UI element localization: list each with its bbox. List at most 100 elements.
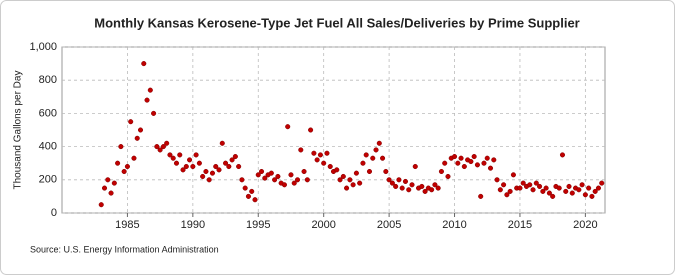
point <box>249 188 255 194</box>
point <box>540 188 546 194</box>
point <box>380 155 386 161</box>
point <box>491 157 497 163</box>
point <box>154 144 160 150</box>
point <box>98 202 104 208</box>
point <box>360 160 366 166</box>
point <box>327 163 333 170</box>
point <box>187 157 193 163</box>
point <box>281 182 287 188</box>
point <box>118 144 124 150</box>
point <box>121 168 127 175</box>
plot-area <box>61 46 606 214</box>
point <box>451 154 458 160</box>
point <box>177 152 183 158</box>
point <box>507 188 513 194</box>
point <box>537 183 543 189</box>
point <box>504 192 510 198</box>
y-axis-label: Thousand Gallons per Day <box>13 71 24 190</box>
point <box>363 152 369 158</box>
point <box>147 87 153 93</box>
point <box>474 162 480 168</box>
point <box>245 193 252 199</box>
point <box>255 172 261 178</box>
point <box>442 160 448 166</box>
point <box>219 140 225 146</box>
point <box>223 160 229 166</box>
x-tick-label: 1985 <box>115 219 139 231</box>
point <box>190 163 196 170</box>
point <box>304 177 310 183</box>
point <box>586 185 592 191</box>
point <box>550 193 556 199</box>
point <box>321 160 327 166</box>
point <box>386 177 392 183</box>
y-tick-label: 0 <box>51 207 57 219</box>
point <box>167 152 173 158</box>
point <box>108 190 114 196</box>
point <box>242 185 248 191</box>
x-tick-label: 2010 <box>442 219 466 231</box>
point <box>200 173 206 180</box>
point <box>589 193 595 199</box>
y-tick-label: 200 <box>39 174 57 186</box>
point <box>294 177 301 183</box>
point <box>196 160 202 166</box>
point <box>193 152 199 158</box>
point <box>406 187 412 193</box>
point <box>461 163 467 170</box>
point <box>344 185 350 191</box>
point <box>432 182 438 188</box>
point <box>206 177 212 183</box>
point <box>543 185 549 191</box>
point <box>209 170 216 176</box>
point <box>128 119 134 125</box>
point <box>563 188 569 194</box>
point <box>527 182 533 188</box>
point <box>340 173 346 180</box>
point <box>517 185 523 191</box>
point <box>481 160 487 166</box>
point <box>412 163 418 170</box>
point <box>419 183 425 189</box>
point <box>556 185 562 191</box>
point <box>438 168 444 175</box>
point <box>317 152 323 158</box>
point <box>376 140 382 146</box>
point <box>468 158 474 165</box>
point <box>101 185 108 191</box>
point <box>272 177 278 183</box>
point <box>144 97 150 103</box>
point <box>501 182 507 188</box>
point <box>183 163 189 170</box>
point <box>393 183 399 189</box>
point <box>599 180 605 186</box>
point <box>370 155 376 161</box>
point <box>105 177 111 183</box>
point <box>595 185 602 191</box>
point <box>137 127 144 133</box>
x-tick-label: 1995 <box>246 219 270 231</box>
y-tick-label: 1,000 <box>29 41 57 53</box>
point <box>396 177 402 183</box>
point <box>353 170 359 176</box>
chart-title: Monthly Kansas Kerosene-Type Jet Fuel Al… <box>94 15 580 30</box>
point <box>173 160 180 166</box>
point <box>203 168 209 175</box>
point <box>239 177 245 183</box>
x-tick-label: 2000 <box>311 219 335 231</box>
point <box>216 167 222 173</box>
point <box>494 177 500 183</box>
point <box>576 187 582 193</box>
point <box>422 188 428 194</box>
x-tick-label: 2005 <box>377 219 401 231</box>
point <box>288 172 294 178</box>
y-tick-label: 400 <box>39 141 57 153</box>
point <box>402 178 409 185</box>
point <box>226 163 232 170</box>
point <box>569 190 575 196</box>
point <box>314 157 320 163</box>
point <box>157 147 163 153</box>
point <box>566 183 572 189</box>
point <box>366 168 373 175</box>
